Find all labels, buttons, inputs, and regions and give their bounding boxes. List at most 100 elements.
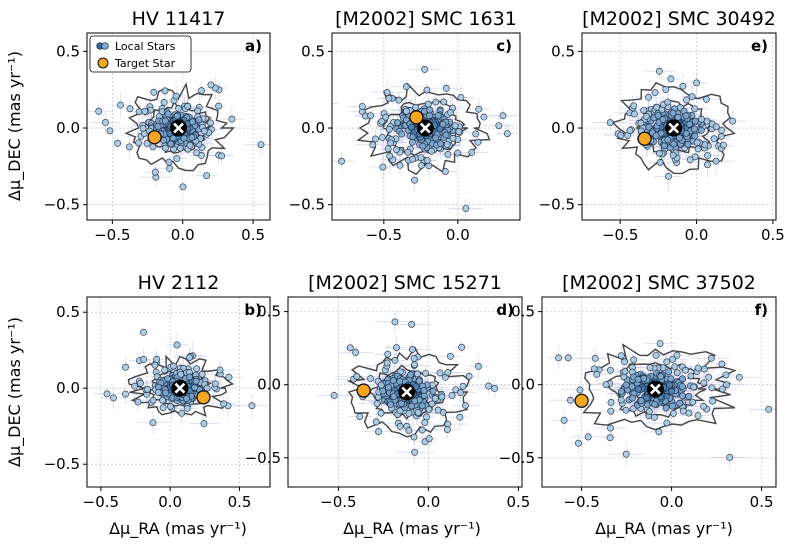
x-tick-label: 0.5 [761, 226, 785, 244]
local-star-point [431, 395, 439, 403]
x-tick-label: 0.5 [506, 493, 530, 511]
local-star-point [135, 139, 142, 147]
plot-area-f [542, 297, 776, 487]
local-star-point [455, 128, 463, 136]
x-tick-label: −0.5 [320, 493, 356, 511]
panel-c: −0.5 0.0 −0.5 0.0 0.5 [M2002] SMC 1631 c) [289, 8, 521, 244]
local-star-point [164, 375, 172, 383]
local-star-point [420, 387, 428, 394]
x-tick-label: 0.5 [228, 493, 252, 511]
local-star-point [652, 351, 660, 359]
local-star-point [403, 107, 410, 115]
local-star-point [617, 396, 625, 404]
local-stars-e [606, 67, 737, 180]
local-star-point [717, 132, 725, 140]
local-star-point [656, 159, 664, 166]
local-star-point [352, 348, 360, 356]
local-star-point [411, 448, 419, 456]
local-star-point [392, 146, 400, 154]
local-star-point [575, 439, 582, 447]
local-star-point [167, 140, 175, 148]
local-star-point [369, 141, 377, 149]
local-star-point [480, 113, 488, 121]
contour-line [605, 362, 709, 419]
local-star-point [179, 183, 187, 191]
local-star-point [166, 402, 174, 410]
legend-box [89, 35, 192, 73]
local-star-point [670, 140, 678, 148]
local-star-point [428, 147, 436, 155]
centroid-x-icon [401, 386, 413, 398]
local-star-point [332, 102, 333, 105]
local-star-point [602, 381, 610, 388]
local-star-point [674, 113, 682, 121]
local-star-point [693, 79, 701, 87]
y-tick-label: 0.0 [56, 119, 80, 137]
local-star-point [712, 157, 720, 165]
y-axis-label-top: Δμ_DEC (mas yr⁻¹) [5, 51, 25, 201]
target-star-point [637, 131, 652, 146]
local-star-point [457, 94, 465, 101]
local-star-point [159, 396, 167, 404]
local-star-point [377, 381, 385, 389]
local-star-point [173, 341, 181, 349]
local-star-point [424, 100, 432, 108]
y-tick-label: −0.5 [245, 449, 281, 467]
local-star-point [386, 152, 394, 160]
local-star-point [662, 85, 670, 93]
y-tick-label: 0.5 [551, 42, 575, 60]
local-star-point [735, 373, 743, 381]
local-star-point [180, 134, 188, 142]
local-star-point [417, 162, 425, 169]
contour-line [356, 82, 491, 176]
local-star-point [418, 426, 426, 434]
local-star-point [590, 365, 598, 373]
panel-e: −0.5 0.0 0.5 −0.5 0.0 0.5 [M2002] SMC 30492 e) [539, 8, 785, 244]
local-star-point [691, 117, 699, 125]
local-star-point [676, 134, 683, 142]
local-star-point [718, 360, 726, 368]
local-star-point [591, 354, 599, 362]
y-axis-label-bottom: Δμ_DEC (mas yr⁻¹) [5, 317, 25, 467]
local-star-point [584, 433, 592, 441]
local-star-point [426, 106, 434, 114]
local-star-point [654, 112, 662, 120]
local-star-point [651, 89, 659, 97]
local-star-point [673, 351, 681, 359]
local-star-point [143, 385, 151, 393]
local-star-point [564, 354, 572, 362]
panel-b: −0.5 0.0 0.5 −0.5 0.0 0.5 HV 2112 b) [44, 272, 271, 511]
local-star-point [375, 428, 382, 436]
local-star-point [709, 397, 717, 405]
local-star-point [153, 355, 161, 363]
local-star-point [137, 379, 144, 387]
contour-line [124, 81, 235, 172]
local-star-point [710, 135, 718, 143]
local-star-point [438, 393, 446, 401]
local-star-point [459, 382, 467, 390]
local-star-point [664, 136, 672, 144]
x-tick-label: 0.0 [660, 493, 684, 511]
local-star-point [707, 354, 715, 362]
local-star-point [373, 400, 381, 408]
local-star-point [667, 75, 675, 83]
local-star-point [414, 409, 422, 416]
local-star-point [173, 112, 181, 120]
local-star-point [607, 399, 615, 406]
local-star-point [393, 344, 400, 352]
panel-frame [86, 296, 271, 488]
x-tick-label: 0.0 [171, 226, 195, 244]
local-star-point [394, 119, 401, 127]
local-star-point [194, 107, 202, 115]
local-star-point [474, 138, 482, 146]
local-star-point [408, 321, 416, 328]
local-star-point [629, 394, 636, 402]
local-star-point [671, 363, 679, 371]
local-stars-b [103, 328, 256, 428]
local-star-point [418, 402, 426, 410]
contour-line [582, 343, 737, 431]
local-star-point [192, 377, 200, 385]
local-star-point [203, 384, 211, 392]
local-star-point [690, 125, 698, 133]
plot-area-b [87, 297, 270, 487]
